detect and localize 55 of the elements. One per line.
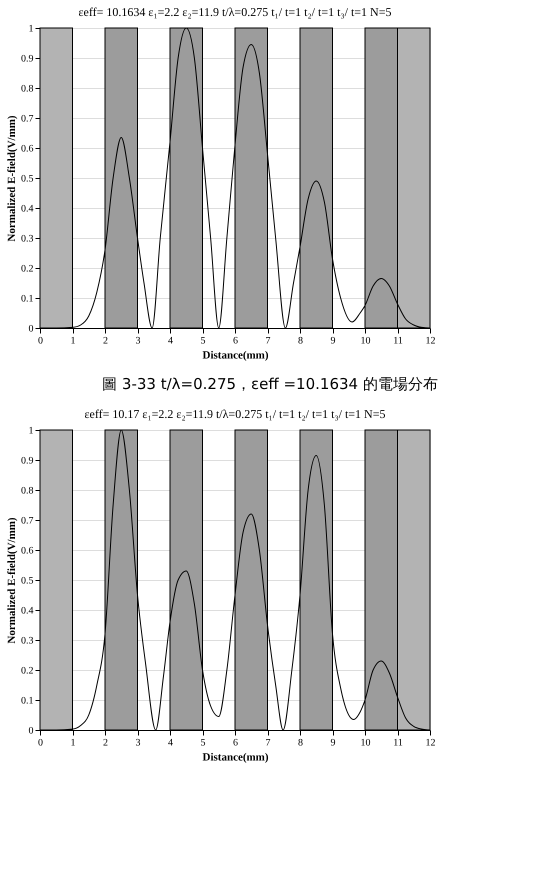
x-tick-label: 12: [426, 738, 436, 748]
x-axis-title: Distance(mm): [202, 752, 269, 764]
x-tick-label: 6: [233, 738, 238, 748]
x-tick-label: 3: [136, 336, 140, 346]
y-tick-label: 0: [28, 324, 34, 334]
x-tick-label: 4: [168, 738, 173, 748]
x-tick-label: 9: [330, 336, 336, 346]
x-tick-label: 5: [200, 738, 206, 748]
y-tick-label: 0.6: [21, 546, 34, 556]
y-tick-label: 0.2: [21, 666, 34, 676]
y-tick-label: 0.4: [21, 204, 34, 214]
x-tick-label: 9: [330, 738, 336, 748]
y-tick-label: 0: [28, 726, 34, 736]
y-tick-label: 0.8: [21, 84, 34, 94]
x-tick-label: 8: [298, 336, 303, 346]
x-tick-label: 11: [393, 738, 403, 748]
y-tick-label: 0.6: [21, 144, 34, 154]
x-tick-label: 5: [200, 336, 206, 346]
y-tick-label: 0.9: [21, 456, 34, 466]
x-tick-label: 0: [38, 738, 43, 748]
y-tick-label: 0.3: [21, 636, 34, 646]
x-tick-label: 1: [70, 738, 76, 748]
x-tick-label: 1: [70, 336, 76, 346]
y-tick-label: 0.1: [21, 696, 34, 706]
y-tick-label: 0.5: [21, 174, 34, 184]
y-tick-label: 0.7: [21, 516, 34, 526]
x-axis-title: Distance(mm): [202, 350, 269, 362]
x-tick-label: 10: [360, 738, 370, 748]
x-tick-label: 7: [266, 336, 270, 346]
x-tick-label: 0: [38, 336, 43, 346]
x-tick-label: 12: [426, 336, 436, 346]
x-tick-label: 7: [266, 738, 270, 748]
x-tick-label: 4: [168, 336, 173, 346]
x-tick-label: 6: [233, 336, 238, 346]
y-tick-label: 0.3: [21, 234, 34, 244]
chart-title: εeff= 10.1634 ε₁=2.2 ε₂=11.9 t/λ=0.275 t₁/ t=1 t₂/ t=1 t₃/ t=1 N=5: [78, 5, 392, 19]
y-tick-label: 0.9: [21, 54, 34, 64]
y-tick-label: 0.7: [21, 114, 34, 124]
y-tick-label: 0.1: [21, 294, 34, 304]
y-axis-title: Normalized E-field(V/mm): [6, 115, 18, 242]
y-tick-label: 1: [28, 426, 34, 436]
x-tick-label: 11: [393, 336, 403, 346]
x-tick-label: 2: [103, 336, 108, 346]
x-tick-label: 2: [103, 738, 108, 748]
x-tick-label: 10: [360, 336, 370, 346]
y-tick-label: 0.8: [21, 486, 34, 496]
y-tick-label: 0.2: [21, 264, 34, 274]
y-tick-label: 1: [28, 24, 34, 34]
y-tick-label: 0.4: [21, 606, 34, 616]
x-tick-label: 8: [298, 738, 303, 748]
chart-title: εeff= 10.17 ε₁=2.2 ε₂=11.9 t/λ=0.275 t₁/ t=1 t₂/ t=1 t₃/ t=1 N=5: [84, 407, 386, 421]
caption: 圖 3-33 t/λ=0.275，εeff =10.1634 的電場分布: [102, 375, 438, 393]
y-axis-title: Normalized E-field(V/mm): [6, 517, 18, 644]
y-tick-label: 0.5: [21, 576, 34, 586]
x-tick-label: 3: [136, 738, 140, 748]
